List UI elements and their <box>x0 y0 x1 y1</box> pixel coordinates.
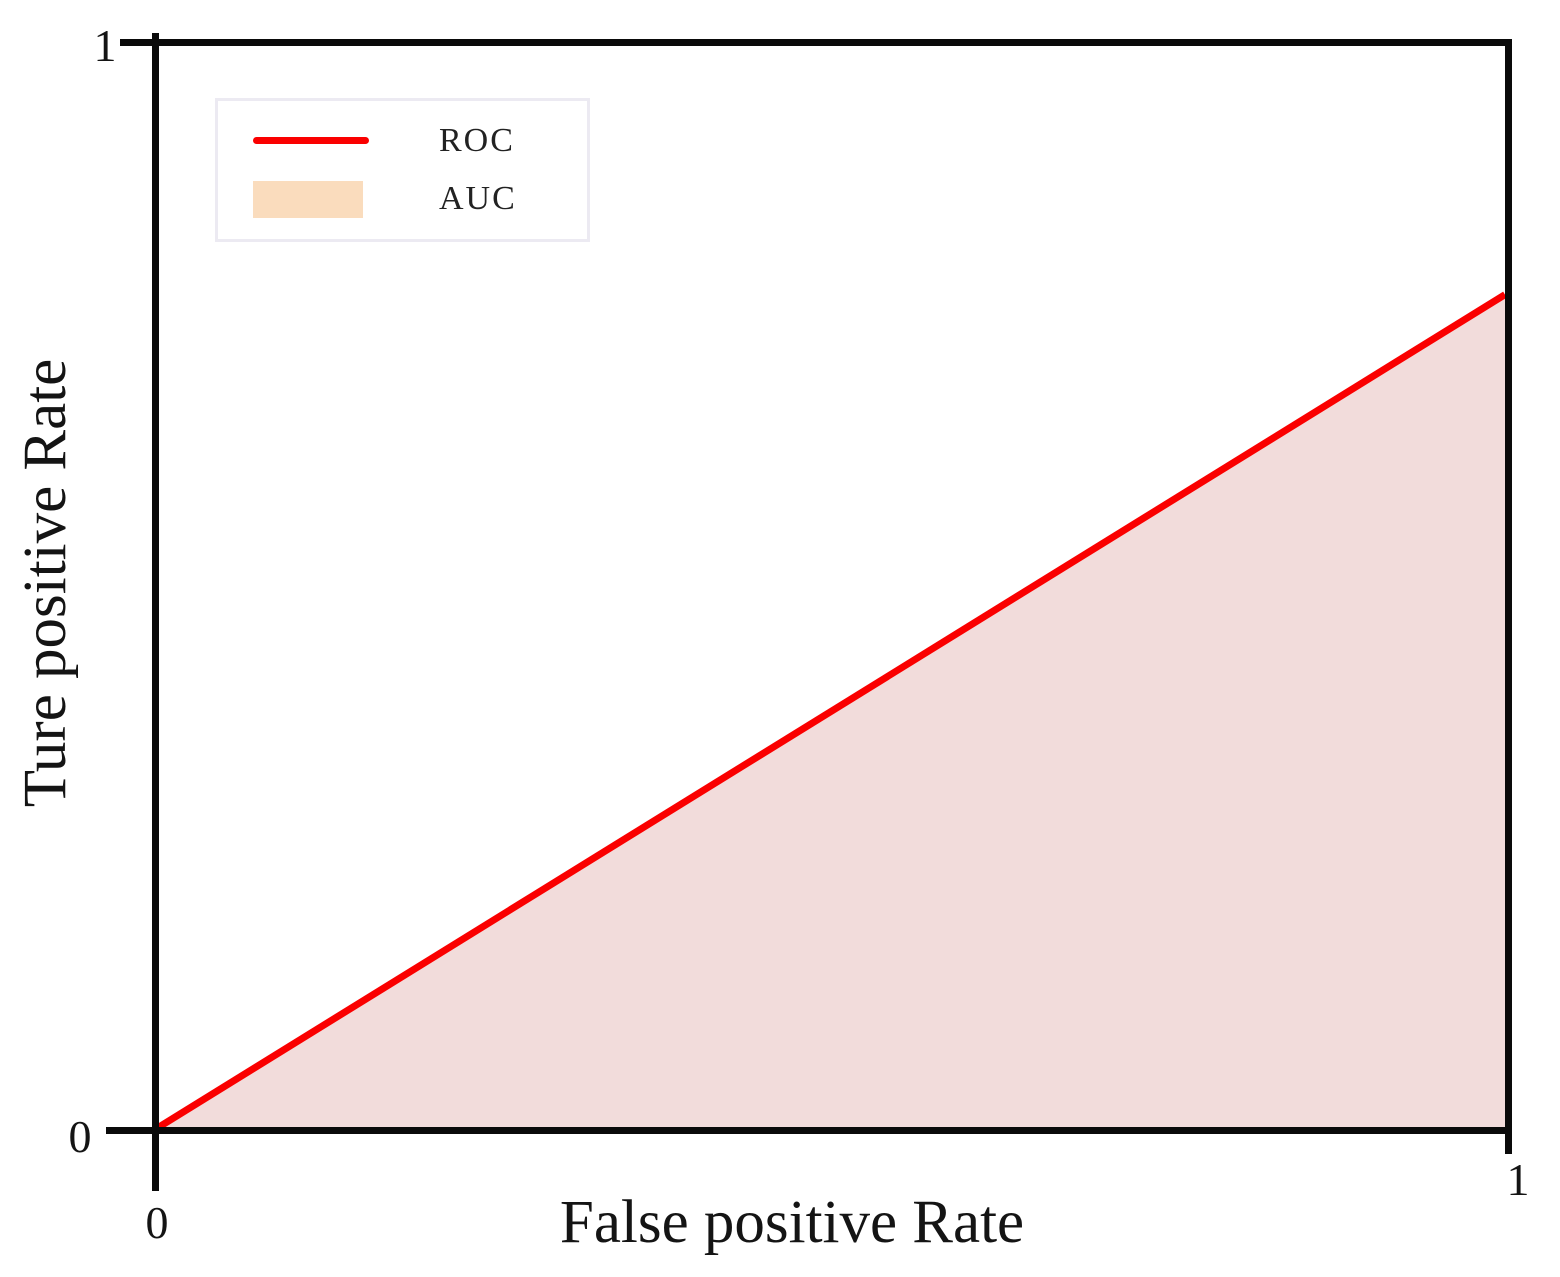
roc-legend-label: ROC <box>439 121 515 159</box>
roc-line-swatch <box>253 137 369 145</box>
y-axis-tick-1-overshoot <box>152 33 159 41</box>
y-axis-tick-label-0: 0 <box>68 1111 92 1162</box>
y-axis-tick-label-1: 1 <box>93 20 117 71</box>
y-axis-tick-0 <box>106 1127 153 1134</box>
x-axis-tick-label-1: 1 <box>1506 1154 1530 1205</box>
roc-swatch-box <box>253 137 369 145</box>
legend-item-auc: AUC <box>218 174 587 224</box>
x-axis-tick-0 <box>152 1133 159 1191</box>
roc-curve-line <box>159 295 1505 1127</box>
auc-legend-label: AUC <box>439 180 517 218</box>
x-axis-tick-label-0: 0 <box>145 1197 169 1248</box>
y-axis-tick-1 <box>120 39 153 46</box>
x-axis-title: False positive Rate <box>559 1189 1025 1256</box>
plot-area <box>152 39 1512 1134</box>
roc-plot-svg <box>159 46 1505 1127</box>
legend-item-roc: ROC <box>218 116 587 166</box>
auc-area-swatch <box>253 180 363 218</box>
x-axis-tick-1 <box>1505 1133 1512 1154</box>
y-axis-title: Ture positive Rate <box>12 358 79 808</box>
legend: ROC AUC <box>215 98 590 242</box>
auc-swatch-box <box>253 180 369 218</box>
